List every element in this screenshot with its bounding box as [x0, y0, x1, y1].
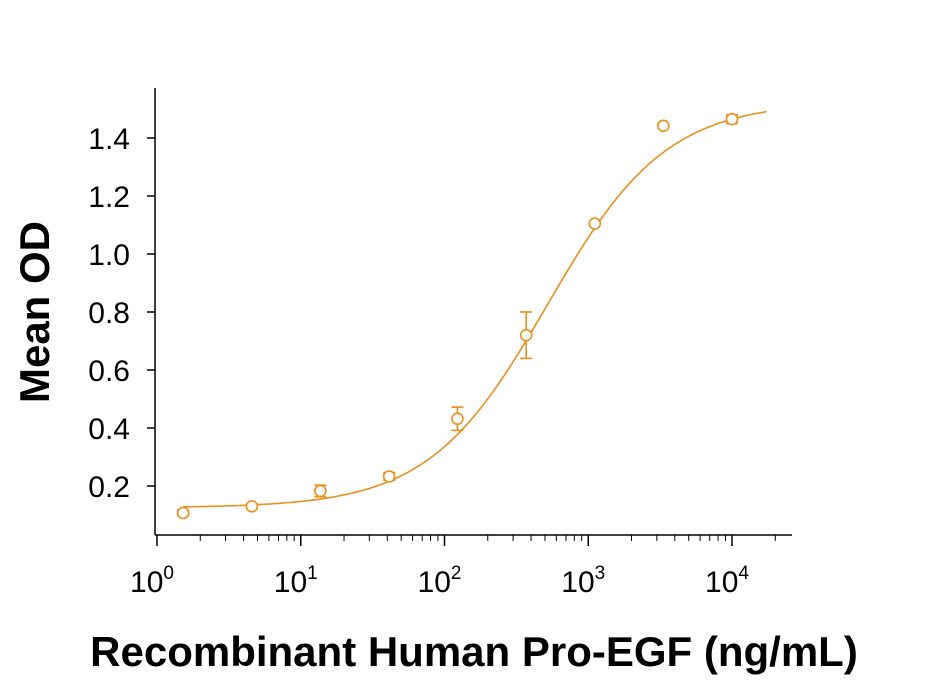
data-point	[657, 119, 670, 133]
x-axis-title: Recombinant Human Pro-EGF (ng/mL)	[90, 628, 858, 675]
data-point	[382, 470, 396, 483]
data-point	[451, 412, 464, 426]
y-tick-label: 1.0	[88, 239, 130, 272]
y-tick-label: 0.6	[88, 355, 130, 388]
data-point	[588, 217, 602, 230]
y-tick-label: 0.2	[88, 471, 130, 504]
plot-area: 0.2 0.4 0.6 0.8 1.0 1.2 1.4 100 101 102 103 104	[88, 88, 792, 599]
data-point	[314, 484, 327, 498]
y-tick-label: 0.4	[88, 413, 130, 446]
x-tick-label: 104	[705, 563, 749, 599]
x-tick-label: 102	[418, 563, 462, 599]
data-point	[245, 499, 259, 513]
data-point	[519, 328, 533, 342]
data-point	[176, 506, 190, 520]
y-tick-label: 0.8	[88, 297, 130, 330]
x-tick-label: 103	[561, 563, 605, 599]
fit-curve	[183, 110, 768, 508]
data-point	[725, 112, 739, 126]
x-tick-label: 100	[130, 563, 174, 599]
x-tick-label: 101	[274, 563, 318, 599]
y-tick-label: 1.4	[88, 123, 130, 156]
y-tick-label: 1.2	[88, 181, 130, 214]
y-axis-title: Mean OD	[11, 221, 58, 403]
